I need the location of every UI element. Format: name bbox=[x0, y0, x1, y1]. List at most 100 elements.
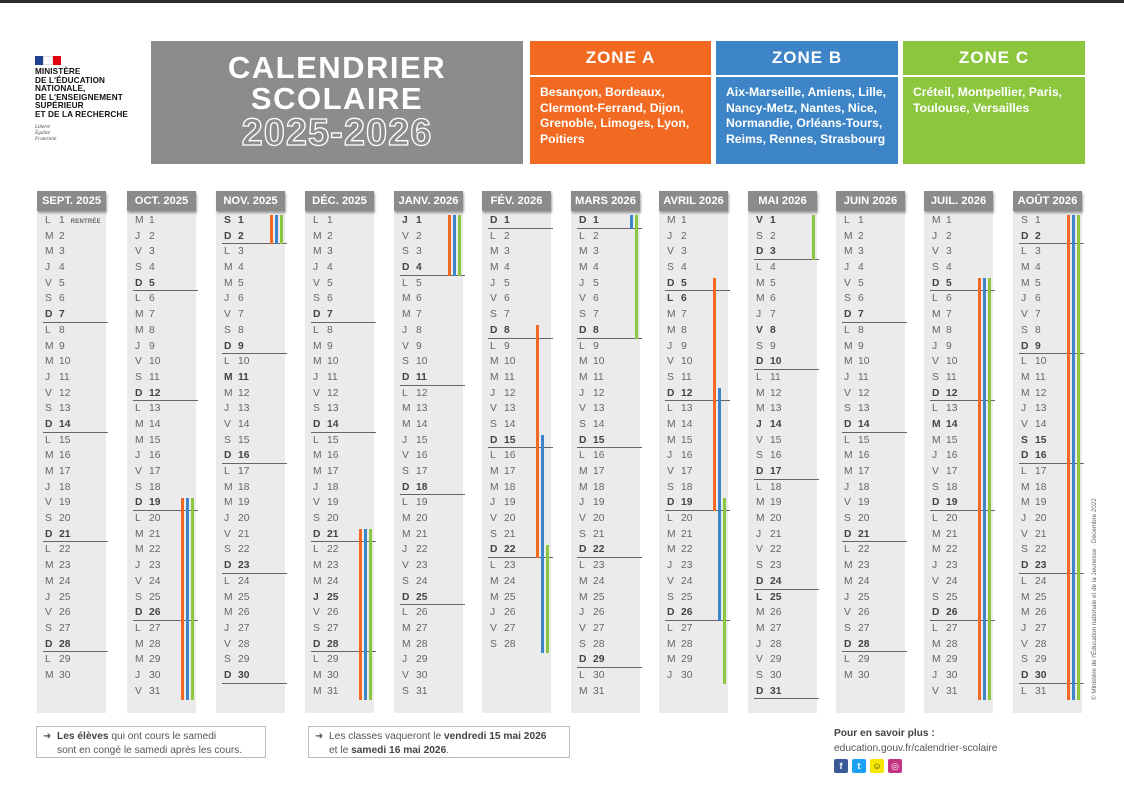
facebook-icon[interactable]: f bbox=[834, 759, 848, 773]
day-row: V 15 bbox=[756, 434, 782, 446]
day-row: J 16 bbox=[667, 450, 693, 462]
day-row: S 20 bbox=[313, 513, 339, 525]
day-row: S 22 bbox=[224, 544, 250, 556]
note2-bold-1: vendredi 15 mai 2026 bbox=[443, 731, 547, 742]
day-row: M 28 bbox=[402, 638, 428, 650]
day-row: L 29 bbox=[844, 654, 870, 666]
day-row: M 23 bbox=[45, 560, 71, 572]
month-column: OCT. 2025 M 1 J 2 V 3 S 4 D 5 L 6 M 7 M 8 J 9 V 10 S 11 D 12 L 13 M… bbox=[127, 191, 198, 713]
day-row: D 14 bbox=[836, 417, 907, 433]
day-row: D 10 bbox=[748, 354, 819, 370]
month-days: V 1 S 2 D 3 L 4 M 5 M 6 J 7 V 8 S 9 D 10 L 11 M 12 M 13 J 14 V 15 S 16 D… bbox=[748, 209, 819, 713]
day-row: M 13 bbox=[402, 403, 428, 415]
day-row: J 25 bbox=[45, 591, 71, 603]
day-row: D 19 bbox=[659, 495, 730, 511]
day-row: D 29 bbox=[571, 652, 642, 668]
snapchat-icon[interactable]: ☺ bbox=[870, 759, 884, 773]
day-row: M 28 bbox=[135, 638, 161, 650]
day-row: M 21 bbox=[135, 528, 161, 540]
day-row: D 31 bbox=[748, 684, 819, 700]
ministry-name: MINISTÈRE DE L'ÉDUCATION NATIONALE, DE L… bbox=[35, 67, 128, 119]
day-row: V 20 bbox=[579, 513, 605, 525]
day-row: J 23 bbox=[135, 560, 161, 572]
holiday-bar-zone-c bbox=[1077, 215, 1080, 700]
day-row: M 16 bbox=[844, 450, 870, 462]
day-row: J 22 bbox=[402, 544, 428, 556]
day-row: V 26 bbox=[313, 607, 339, 619]
day-row: D 22 bbox=[482, 542, 553, 558]
day-row: V 28 bbox=[224, 638, 250, 650]
month-header: JUIN 2026 bbox=[836, 191, 905, 211]
day-row: J 21 bbox=[756, 528, 782, 540]
day-row: V 21 bbox=[224, 528, 250, 540]
day-row: M 10 bbox=[490, 356, 516, 368]
month-days: D 1 L 2 M 3 M 4 J 5 V 6 S 7 D 8 L 9 M 10 M 11 J 12 V 13 S 14 D 15 L 16 M… bbox=[571, 209, 642, 713]
holiday-bar-zone-b bbox=[983, 277, 986, 700]
more-info-link[interactable]: education.gouv.fr/calendrier-scolaire bbox=[834, 743, 998, 754]
day-row: J 11 bbox=[844, 371, 869, 383]
day-row: D 28 bbox=[305, 637, 376, 653]
day-row: M 25 bbox=[1021, 591, 1047, 603]
day-row: J 18 bbox=[45, 481, 71, 493]
day-row: M 18 bbox=[490, 481, 516, 493]
day-row: S 21 bbox=[579, 528, 605, 540]
day-row: L 16 bbox=[490, 450, 516, 462]
day-row: D 12 bbox=[659, 386, 730, 402]
holiday-bar-zone-c bbox=[812, 215, 815, 261]
day-row: V 31 bbox=[932, 685, 958, 697]
day-row: L 17 bbox=[224, 466, 250, 477]
day-row: L 13 bbox=[667, 403, 693, 415]
social-links: f t ☺ ◎ bbox=[834, 759, 902, 773]
day-row: M 25 bbox=[224, 591, 250, 603]
month-column: MAI 2026 V 1 S 2 D 3 L 4 M 5 M 6 J 7 V 8 S 9 D 10 L 11 M 12 M 13 J 1… bbox=[748, 191, 819, 713]
day-row: V 31 bbox=[135, 685, 161, 697]
month-header: JUIL. 2026 bbox=[924, 191, 993, 211]
day-row: V 14 bbox=[1021, 418, 1047, 430]
day-row: D 21 bbox=[836, 527, 907, 543]
zone-c-cities: Créteil, Montpellier, Paris, Toulouse, V… bbox=[903, 75, 1085, 116]
day-row: D 11 bbox=[394, 370, 465, 386]
day-row: J 25 bbox=[313, 591, 339, 603]
month-days: S 1 D 2 L 3 M 4 M 5 J 6 V 7 S 8 D 9 L 10 M 11 M 12 J 13 V 14 S 15 D 16 L… bbox=[216, 209, 287, 713]
holiday-bar-zone-c bbox=[635, 215, 638, 339]
day-row: M 29 bbox=[932, 654, 958, 666]
zone-b-panel: ZONE B Aix-Marseille, Amiens, Lille, Nan… bbox=[716, 41, 898, 164]
day-row: M 14 bbox=[667, 418, 693, 430]
day-row: M 12 bbox=[1021, 387, 1047, 399]
day-row: M 25 bbox=[490, 591, 516, 603]
day-row: V 28 bbox=[1021, 638, 1047, 650]
day-row: S 25 bbox=[135, 591, 161, 603]
day-row: V 26 bbox=[844, 607, 870, 619]
instagram-icon[interactable]: ◎ bbox=[888, 759, 902, 773]
twitter-icon[interactable]: t bbox=[852, 759, 866, 773]
day-row: V 17 bbox=[932, 466, 958, 477]
month-days: S 1 D 2 L 3 M 4 M 5 J 6 V 7 S 8 D 9 L 10 M 11 M 12 J 13 V 14 S 15 D 16 L… bbox=[1013, 209, 1084, 713]
day-row: S 11 bbox=[932, 371, 957, 383]
day-row: M 26 bbox=[756, 607, 782, 619]
month-header: OCT. 2025 bbox=[127, 191, 196, 211]
month-column: AOÛT 2026 S 1 D 2 L 3 M 4 M 5 J 6 V 7 S 8 D 9 L 10 M 11 M 12 J 13 V… bbox=[1013, 191, 1084, 713]
